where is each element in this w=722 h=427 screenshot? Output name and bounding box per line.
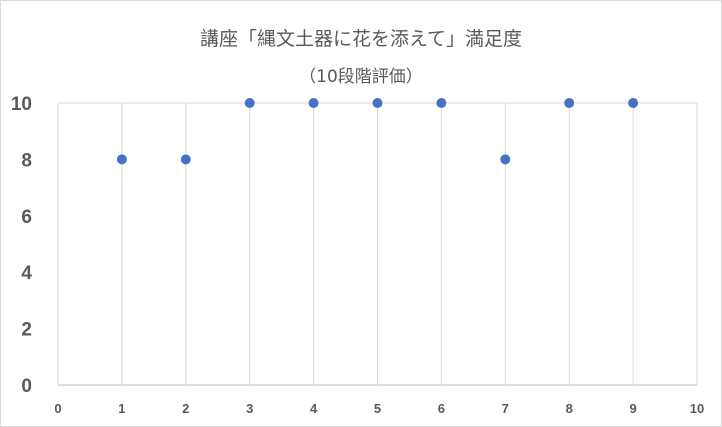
y-tick-label: 6 [21, 207, 32, 228]
x-tick-label: 4 [310, 401, 318, 416]
chart-subtitle: （10段階評価） [299, 67, 423, 87]
x-tick-label: 0 [54, 401, 61, 416]
data-point [244, 98, 255, 108]
x-tick-label: 6 [438, 401, 445, 416]
chart-title: 講座「縄文土器に花を添えて」満足度 [199, 28, 523, 50]
data-point [628, 98, 639, 108]
y-tick-label: 2 [21, 320, 32, 341]
data-point [500, 154, 511, 165]
data-points [116, 98, 639, 165]
y-tick-labels: 0 2 4 6 8 10 [11, 94, 33, 397]
y-tick-label: 0 [21, 376, 32, 397]
y-tick-label: 10 [11, 94, 32, 115]
x-tick-label: 8 [566, 401, 573, 416]
x-tick-label: 2 [182, 401, 189, 416]
x-tick-label: 1 [118, 401, 125, 416]
x-tick-labels: 0 1 2 3 4 5 6 7 8 9 10 [54, 401, 704, 416]
data-point [436, 98, 447, 108]
y-tick-label: 4 [21, 263, 32, 284]
x-tick-label: 5 [374, 401, 381, 416]
x-tick-label: 10 [690, 401, 704, 416]
data-point [308, 98, 319, 108]
grid-lines [57, 103, 698, 385]
data-point [180, 154, 191, 165]
x-tick-label: 9 [629, 401, 636, 416]
x-tick-label: 3 [246, 401, 253, 416]
data-point [564, 98, 575, 108]
data-point [372, 98, 383, 108]
data-point [116, 154, 127, 165]
x-tick-label: 7 [502, 401, 509, 416]
y-tick-label: 8 [21, 150, 32, 171]
